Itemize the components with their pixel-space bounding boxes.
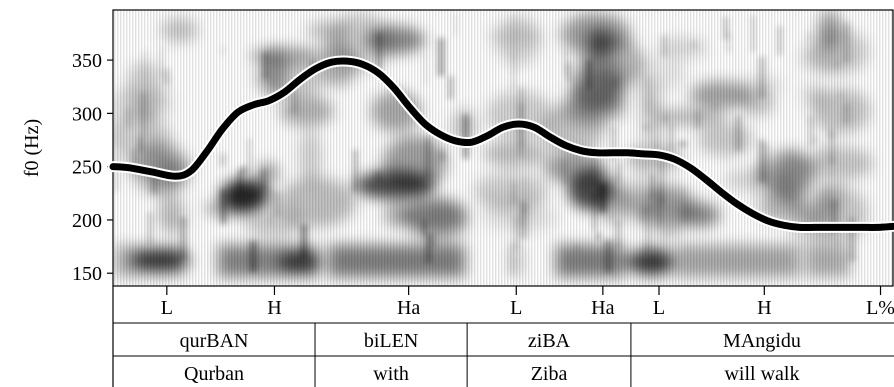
gloss-label: Qurban	[184, 363, 244, 385]
tone-label: L%	[866, 297, 894, 319]
tone-label: H	[267, 297, 281, 319]
spectrogram-background	[113, 10, 894, 286]
y-tick-label: 350	[72, 50, 102, 72]
y-axis: 150 200 250 300 350	[72, 50, 113, 285]
y-tick-label: 200	[72, 210, 102, 232]
y-tick-label: 250	[72, 157, 102, 179]
tone-tier: L H Ha L Ha L H L%	[161, 286, 894, 319]
gloss-tier: Qurban with Ziba will walk	[184, 356, 799, 387]
tone-label: Ha	[591, 297, 614, 319]
word-label: biLEN	[364, 330, 418, 352]
tone-label: L	[510, 297, 522, 319]
word-label: ziBA	[528, 330, 571, 352]
gloss-label: Ziba	[531, 363, 568, 385]
tone-label: L	[161, 297, 173, 319]
tone-label: Ha	[397, 297, 420, 319]
y-tick-label: 150	[72, 263, 102, 285]
word-label: MAngidu	[723, 330, 801, 352]
y-tick-label: 300	[72, 103, 102, 125]
gloss-label: with	[373, 363, 409, 385]
word-label: qurBAN	[180, 330, 249, 352]
y-axis-label: f0 (Hz)	[21, 119, 43, 177]
f0-contour	[107, 55, 894, 234]
gloss-label: will walk	[724, 363, 799, 385]
tone-label: L	[653, 297, 665, 319]
tone-label: H	[757, 297, 771, 319]
f0-contour-line	[109, 57, 894, 232]
word-tier: qurBAN biLEN ziBA MAngidu	[180, 323, 801, 356]
plot-frame	[112, 9, 894, 287]
